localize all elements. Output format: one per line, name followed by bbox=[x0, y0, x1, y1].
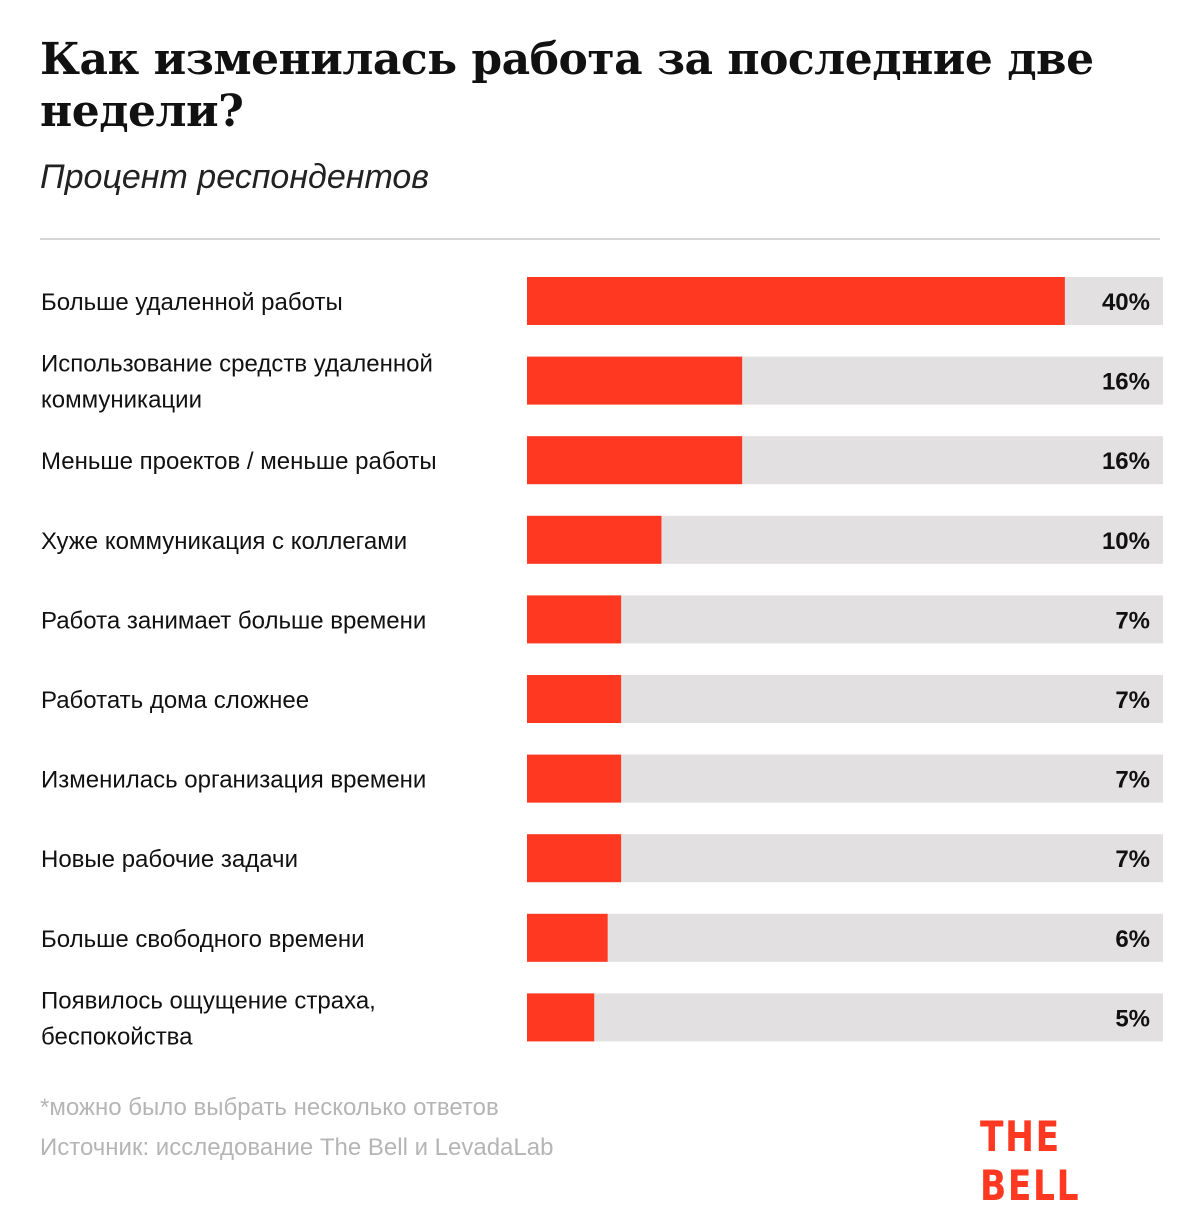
bar bbox=[527, 436, 743, 485]
bar bbox=[527, 913, 608, 962]
the-bell-logo: THE BELL bbox=[980, 1112, 1081, 1210]
value-label: 7% bbox=[1115, 846, 1150, 873]
category-label: коммуникации bbox=[41, 387, 202, 414]
category-label: Новые рабочие задачи bbox=[41, 846, 298, 873]
chart-title: Как изменилась работа за последние две н… bbox=[40, 34, 1094, 137]
bar bbox=[527, 993, 595, 1042]
value-label: 16% bbox=[1102, 448, 1150, 475]
bar-track bbox=[527, 595, 1163, 644]
value-label: 16% bbox=[1102, 369, 1150, 396]
category-label: Хуже коммуникация с коллегами bbox=[41, 528, 407, 555]
category-label: Использование средств удаленной bbox=[41, 351, 433, 378]
category-label: Работа занимает больше времени bbox=[41, 607, 426, 634]
value-label: 7% bbox=[1115, 687, 1150, 714]
bar bbox=[527, 675, 622, 723]
category-label: Больше удаленной работы bbox=[41, 289, 343, 316]
bar bbox=[527, 515, 662, 564]
category-label: Меньше проектов / меньше работы bbox=[41, 448, 437, 475]
bar-track bbox=[527, 913, 1163, 962]
source-note: Источник: исследование The Bell и Levada… bbox=[40, 1134, 554, 1161]
value-label: 7% bbox=[1115, 607, 1150, 634]
footnote: *можно было выбрать несколько ответов bbox=[40, 1094, 499, 1121]
bar bbox=[527, 754, 622, 803]
category-label: Больше свободного времени bbox=[41, 926, 365, 953]
value-label: 5% bbox=[1115, 1005, 1150, 1032]
bar bbox=[527, 834, 622, 883]
value-label: 40% bbox=[1102, 289, 1150, 316]
chart-subtitle: Процент респондентов bbox=[40, 158, 430, 196]
category-label: Работать дома сложнее bbox=[41, 687, 309, 714]
bar-track bbox=[527, 754, 1163, 803]
category-label: Изменилась организация времени bbox=[41, 767, 426, 794]
category-label: беспокойства bbox=[41, 1023, 193, 1050]
bar-track bbox=[527, 834, 1163, 883]
value-label: 6% bbox=[1115, 926, 1150, 953]
bar-track bbox=[527, 993, 1163, 1042]
value-label: 7% bbox=[1115, 767, 1150, 794]
category-label: Появилось ощущение страха, bbox=[41, 987, 376, 1014]
divider bbox=[40, 238, 1160, 240]
bar bbox=[527, 595, 622, 644]
bar bbox=[527, 356, 743, 405]
value-label: 10% bbox=[1102, 528, 1150, 555]
bar bbox=[527, 277, 1065, 325]
bar-track bbox=[527, 675, 1163, 723]
